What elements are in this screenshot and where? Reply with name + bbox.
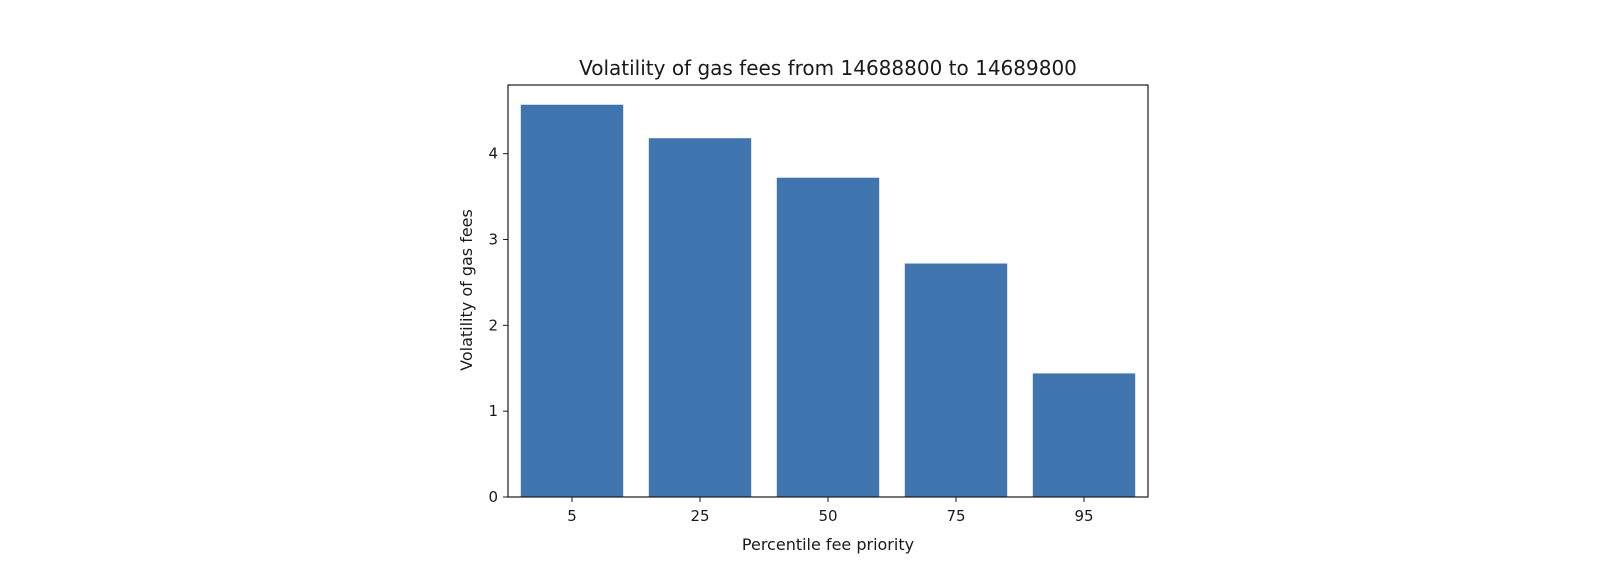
y-tick-label: 3 [488, 231, 498, 249]
bar-75 [904, 263, 1008, 497]
bar-5 [520, 104, 624, 497]
y-tick-label: 2 [488, 316, 498, 334]
x-tick-label: 50 [818, 507, 837, 525]
x-axis: 5 25 50 75 95 [567, 497, 1094, 525]
bar-95 [1032, 373, 1136, 497]
y-axis: 0 1 2 3 4 [488, 145, 508, 506]
y-axis-label: Volatility of gas fees [457, 209, 476, 371]
x-tick-label: 5 [567, 507, 577, 525]
y-tick-label: 1 [488, 402, 498, 420]
bars-group [520, 104, 1136, 497]
y-tick-label: 4 [488, 145, 498, 163]
x-tick-label: 25 [690, 507, 709, 525]
chart-title: Volatility of gas fees from 14688800 to … [579, 56, 1077, 80]
bar-50 [776, 177, 880, 497]
x-axis-label: Percentile fee priority [742, 535, 914, 554]
x-tick-label: 95 [1074, 507, 1093, 525]
bar-25 [648, 138, 752, 497]
y-tick-label: 0 [488, 488, 498, 506]
x-tick-label: 75 [946, 507, 965, 525]
